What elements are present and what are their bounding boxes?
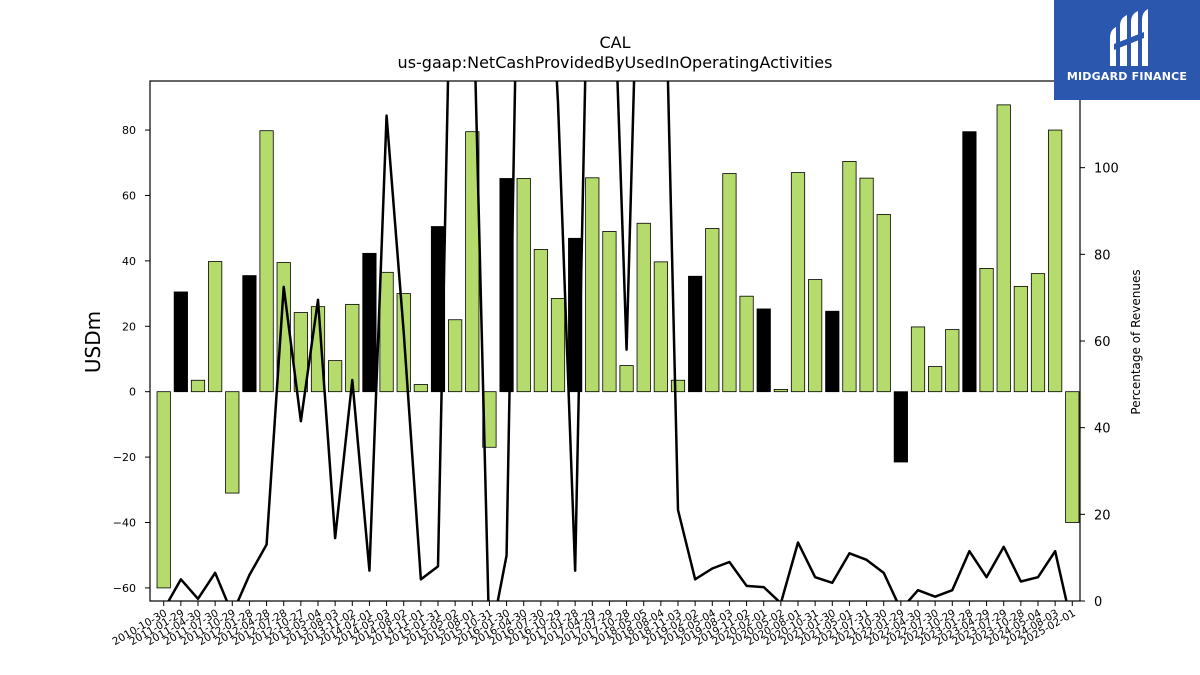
midgard-m-logo-icon xyxy=(1110,9,1148,66)
bar xyxy=(413,384,428,393)
bar xyxy=(225,391,240,494)
bar xyxy=(945,329,960,393)
bar xyxy=(636,222,651,393)
bar xyxy=(242,275,257,393)
bar xyxy=(156,391,171,589)
bar xyxy=(362,252,377,393)
bar xyxy=(328,360,343,393)
brand-logo-text: MIDGARD FINANCE xyxy=(1066,70,1188,83)
bar xyxy=(756,308,771,393)
bar xyxy=(722,173,737,393)
y-tick-label: −20 xyxy=(113,451,136,464)
y-tick-label: 80 xyxy=(122,124,136,137)
bar xyxy=(276,262,291,393)
bar xyxy=(996,104,1011,393)
y2-axis-label: Percentage of Revenues xyxy=(1129,269,1143,414)
y2-tick-label: 0 xyxy=(1094,595,1102,610)
bar xyxy=(705,228,720,393)
bar xyxy=(876,214,891,393)
y2-tick-label: 100 xyxy=(1094,162,1119,177)
bar xyxy=(893,391,908,463)
bar xyxy=(533,249,548,393)
bar xyxy=(688,275,703,393)
bar xyxy=(790,172,806,393)
y2-tick-label: 20 xyxy=(1094,508,1111,523)
y2-tick-label: 60 xyxy=(1094,335,1111,350)
bar xyxy=(1030,273,1046,393)
bar xyxy=(928,366,943,393)
y-tick-label: 40 xyxy=(122,255,136,268)
bar xyxy=(859,177,874,393)
bar xyxy=(670,379,686,393)
bar xyxy=(825,310,840,393)
y-axis-label: USDm xyxy=(81,311,105,373)
bar xyxy=(619,365,634,393)
brand-logo: MIDGARD FINANCE xyxy=(1054,0,1200,100)
y2-tick-label: 80 xyxy=(1094,248,1111,263)
bar xyxy=(448,319,463,393)
bar xyxy=(550,298,566,393)
bar xyxy=(379,271,394,393)
bar xyxy=(190,379,206,393)
y-tick-label: 60 xyxy=(122,189,136,202)
bar xyxy=(345,303,360,393)
bar xyxy=(808,279,823,393)
y-tick-label: −60 xyxy=(113,582,136,595)
bar xyxy=(773,388,788,393)
bar xyxy=(516,178,531,393)
bar xyxy=(259,130,274,393)
y2-tick-label: 40 xyxy=(1094,422,1111,437)
y-tick-label: −40 xyxy=(113,517,136,530)
bar xyxy=(739,295,754,393)
bar xyxy=(173,291,188,393)
bar xyxy=(842,161,857,393)
bar xyxy=(1048,129,1063,393)
bar xyxy=(208,261,223,393)
bar xyxy=(653,261,668,393)
chart-title: CAL xyxy=(599,33,630,52)
percentage-line xyxy=(167,81,1068,601)
chart-subtitle: us-gaap:NetCashProvidedByUsedInOperating… xyxy=(398,53,833,72)
bar xyxy=(1013,285,1028,393)
bar xyxy=(602,231,617,393)
bar xyxy=(979,267,994,393)
bar xyxy=(585,177,600,393)
bar-group xyxy=(156,104,1080,589)
bar xyxy=(910,326,926,393)
bar xyxy=(1065,391,1080,523)
bar xyxy=(293,312,308,393)
y-tick-label: 0 xyxy=(129,386,136,399)
bar xyxy=(962,131,977,393)
y-tick-label: 20 xyxy=(122,320,136,333)
